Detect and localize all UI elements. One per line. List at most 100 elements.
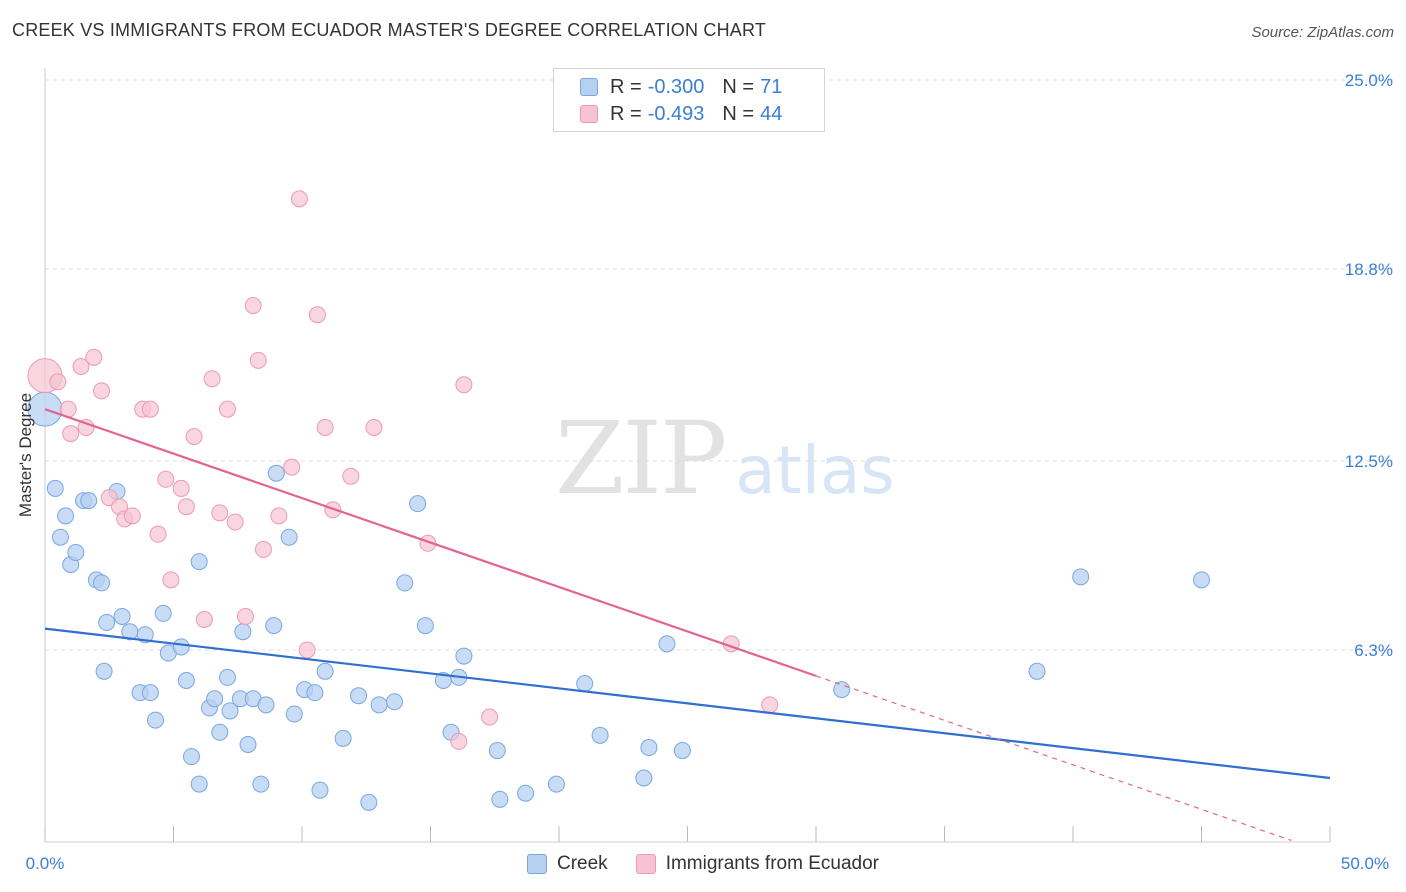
creek-point	[221, 702, 239, 720]
creek-point	[206, 690, 224, 708]
correlation-legend: R = -0.300 N = 71 R = -0.493 N = 44	[553, 68, 825, 132]
creek-point	[350, 687, 368, 705]
ecuador-point	[455, 376, 473, 394]
ecuador-point	[244, 297, 262, 315]
creek-point	[154, 604, 172, 622]
legend-r-label: R =	[610, 102, 642, 125]
ecuador-point	[123, 507, 141, 525]
ecuador-point	[450, 732, 468, 750]
watermark: ZIP atlas	[555, 400, 895, 517]
ecuador-point	[481, 708, 499, 726]
ecuador-point	[236, 607, 254, 625]
creek-point	[147, 711, 165, 729]
ecuador-point	[49, 373, 67, 391]
creek-point	[252, 775, 270, 793]
y-tick-label: 18.8%	[1345, 260, 1393, 279]
ecuador-point	[342, 467, 360, 485]
ecuador-point	[162, 571, 180, 589]
creek-point	[265, 617, 283, 635]
ecuador-point	[203, 370, 221, 388]
creek-point	[316, 662, 334, 680]
series-legend: Creek Immigrants from Ecuador	[0, 851, 1406, 877]
creek-trend-line	[44, 627, 1331, 780]
creek-point	[98, 614, 116, 632]
ecuador-swatch	[635, 854, 656, 874]
ecuador-point	[316, 418, 334, 436]
creek-point	[416, 617, 434, 635]
ecuador-point	[149, 525, 167, 543]
y-tick-label: 12.5%	[1345, 452, 1393, 471]
ecuador-point	[761, 696, 779, 714]
legend-n-value: 44	[760, 102, 783, 125]
x-tick-label-max: 50.0%	[1341, 854, 1389, 873]
creek-point	[409, 495, 427, 513]
creek-point	[306, 684, 324, 702]
creek-swatch	[527, 854, 547, 874]
ecuador-point	[218, 400, 236, 418]
y-axis-label: Master's Degree	[16, 392, 35, 518]
ecuador-point	[211, 504, 229, 522]
legend-n-label: N =	[722, 75, 755, 98]
y-tick-label: 6.3%	[1354, 641, 1393, 660]
creek-point	[1028, 662, 1046, 680]
creek-point	[658, 635, 676, 653]
legend-n-value: 71	[760, 75, 783, 98]
legend-item-creek[interactable]: Creek	[527, 853, 608, 875]
ecuador-point	[365, 418, 383, 436]
ecuador-point	[62, 425, 80, 443]
ecuador-point	[195, 610, 213, 628]
creek-point	[396, 574, 414, 592]
creek-point	[172, 638, 190, 656]
creek-point	[591, 726, 609, 744]
ecuador-point	[85, 348, 103, 366]
creek-swatch	[580, 78, 598, 96]
creek-point	[141, 684, 159, 702]
creek-point	[190, 775, 208, 793]
creek-point	[547, 775, 565, 793]
ecuador-point	[185, 428, 203, 446]
watermark-atlas: atlas	[735, 432, 895, 509]
creek-point	[455, 647, 473, 665]
creek-point	[488, 742, 506, 760]
legend-item-label: Immigrants from Ecuador	[665, 853, 879, 874]
creek-point	[334, 729, 352, 747]
ecuador-point	[172, 479, 190, 497]
legend-r-value: -0.493	[647, 102, 705, 125]
creek-point	[673, 742, 691, 760]
creek-point	[1072, 568, 1090, 586]
source-label: Source: ZipAtlas.com	[1251, 24, 1394, 41]
creek-point	[635, 769, 653, 787]
legend-r-label: R =	[610, 75, 642, 98]
creek-point	[80, 492, 98, 510]
ecuador-point	[254, 540, 272, 558]
creek-point	[267, 464, 285, 482]
ecuador-point	[283, 458, 301, 476]
creek-point	[280, 528, 298, 546]
creek-point	[211, 723, 229, 741]
creek-point	[311, 781, 329, 799]
creek-point	[239, 735, 257, 753]
ecuador-trend-extension	[815, 675, 1292, 842]
creek-point	[57, 507, 75, 525]
watermark-zip: ZIP	[555, 400, 727, 517]
creek-point	[177, 671, 195, 689]
creek-point	[517, 784, 535, 802]
x-tick-label-min: 0.0%	[26, 854, 65, 873]
y-tick-label: 25.0%	[1345, 71, 1393, 90]
chart-title: CREEK VS IMMIGRANTS FROM ECUADOR MASTER'…	[12, 20, 767, 40]
ecuador-point	[298, 641, 316, 659]
creek-point	[218, 668, 236, 686]
ecuador-point	[141, 400, 159, 418]
legend-item-label: Creek	[557, 853, 608, 874]
creek-point	[833, 681, 851, 699]
ecuador-point	[157, 470, 175, 488]
legend-item-ecuador[interactable]: Immigrants from Ecuador	[635, 853, 879, 875]
ecuador-point	[270, 507, 288, 525]
creek-point	[386, 693, 404, 711]
creek-point	[285, 705, 303, 723]
creek-point	[190, 553, 208, 571]
creek-point	[95, 662, 113, 680]
creek-point	[51, 528, 69, 546]
ecuador-point	[93, 382, 111, 400]
